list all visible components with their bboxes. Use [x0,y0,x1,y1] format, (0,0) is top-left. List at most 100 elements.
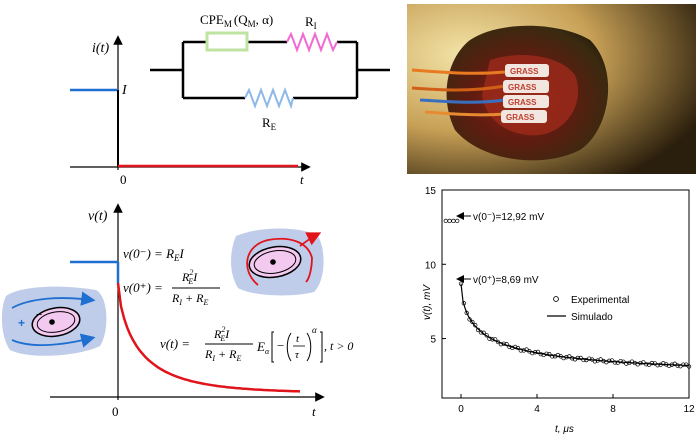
eq-v0plus-num-tail: I [192,270,198,284]
chart-frame [441,189,690,399]
electrode-wires [411,68,506,117]
eq-v0plus-den-main: R [171,291,180,305]
cell-icon-minus: − [36,309,42,321]
current-y-label: i(t) [92,41,109,56]
electrode-label-3: GRASS [508,98,537,107]
chart-x-label: t, μs [555,424,574,435]
eq-v0plus-lhs: v(0⁺) = [123,280,163,295]
chart-point [470,319,475,325]
current-origin-label: 0 [120,172,127,187]
chart-point [618,358,623,364]
eq-vt-bracket-right [320,331,323,363]
eq-v0plus-den: RI + RE [171,291,208,307]
cell-icon-right-loop [246,237,313,286]
eq-vt-E-main: E [256,339,265,354]
chart-point [655,363,660,368]
eq-vt-num-sup: 2 [221,325,225,334]
cell-icon-external-current: + − [1,286,107,356]
current-level-label: I [121,83,128,98]
chart-point [686,364,692,369]
legend-experimental-label: Experimental [571,295,629,306]
chart-point [578,355,583,361]
eq-vt-den-mid: + R [215,347,237,361]
chart-y-tick-label: 5 [430,335,436,346]
chart-point [495,339,501,345]
eq-v0minus-sub: E [173,253,180,263]
ri-resistor [286,31,338,53]
eq-v0plus-den-sub: I [178,298,182,307]
electrode-photo: GRASS GRASS GRASS GRASS [407,4,696,174]
chart-point [609,358,615,363]
eq-vt-num: R2 EI [213,325,230,343]
eq-v0plus-num: R2 EI [181,268,198,286]
eq-vt-num-main: R [213,327,222,341]
eq-vt-den-sub: I [211,354,215,363]
chart-pre-points [443,218,460,224]
chart-point [490,337,495,342]
chart-ticks: 0 4 8 12 5 10 15 [425,186,695,415]
cell-icon-right-nucleus [270,259,276,265]
chart-y-tick-label: 15 [425,186,437,197]
chart-point [652,361,657,366]
eq-vt-den: RI + RE [204,347,241,363]
eq-vt-paren-left [286,332,292,362]
re-label: RE [262,115,277,132]
cell-icon-left-nucleus [49,319,55,325]
cpe-label-main: CPE [200,12,224,27]
eq-v0plus-num-sup: 2 [189,268,193,277]
eq-vt-alpha-sup: α [312,325,317,335]
legend-simulated-label: Simulado [571,312,613,323]
eq-vt-paren-right [306,332,312,362]
voltage-y-label: v(t) [88,209,108,224]
eq-vt-lhs: v(t) = [160,336,190,351]
legend-experimental-marker [553,296,559,302]
cpe-element [205,31,249,52]
chart-point [550,354,555,359]
chart-pre-point [443,218,448,224]
electrode-label-2: GRASS [508,83,537,92]
electrode-label-4: GRASS [506,113,535,122]
current-plot: i(t) I 0 t [70,35,311,187]
annot-v0plus: v(0⁺)=8,69 mV [473,275,539,286]
cpe-label: CPEM (QM, α) [200,12,273,29]
eq-vt-E-sub: α [265,347,270,356]
eq-vt-frac-den: τ [295,349,300,361]
cpe-params-sub: M [248,19,256,29]
eq-v0plus-num-sub: E [187,277,193,286]
cell-icon-left-flow-bottom [11,333,96,348]
eq-vt-num-sub: E [219,334,225,343]
eq-vt-bracket-left [271,331,274,363]
eq-vt-den-main: R [204,347,213,361]
current-x-label: t [300,172,304,187]
svg-text:CPEM(QM, α): CPEM (QM, α) [200,12,273,29]
chart-point [518,348,523,353]
eq-v0plus-num-main: R [181,270,190,284]
voltage-origin-label: 0 [112,404,119,419]
ri-label-main: R [305,14,314,29]
electrode-blocks: GRASS GRASS GRASS GRASS [501,64,549,123]
chart-point [681,362,686,367]
chart-pre-point [455,218,460,224]
cell-icon-left-cell [31,306,81,338]
eq-v0plus-den-sub2: E [202,298,208,307]
voltage-plot: v(t) 0 t v(0⁻) = REI v(0⁺) = R2 EI RI + R… [50,203,353,419]
chart-point [649,360,655,366]
re-label-main: R [262,115,271,130]
chart-x-tick-label: 12 [683,404,695,415]
cell-icon-right-arrow [299,232,322,247]
eq-vt-den-sub2: E [235,354,241,363]
chart-point [624,361,629,366]
eq-vt-frac-num: t [296,333,300,345]
cell-icon-left-membrane [36,311,76,333]
eq-v0plus-den-mid: + R [182,291,204,305]
eq-v0minus-main: v(0⁻) = R [123,246,174,261]
chart-point [530,350,535,356]
cpe-params-tail: , α) [256,12,274,27]
cell-icon-plus: + [18,316,25,330]
ri-label: RI [305,14,317,31]
chart-x-tick-label: 4 [534,404,540,415]
chart-point [684,362,689,367]
chart-pre-point [451,218,456,224]
chart-point [587,356,592,361]
